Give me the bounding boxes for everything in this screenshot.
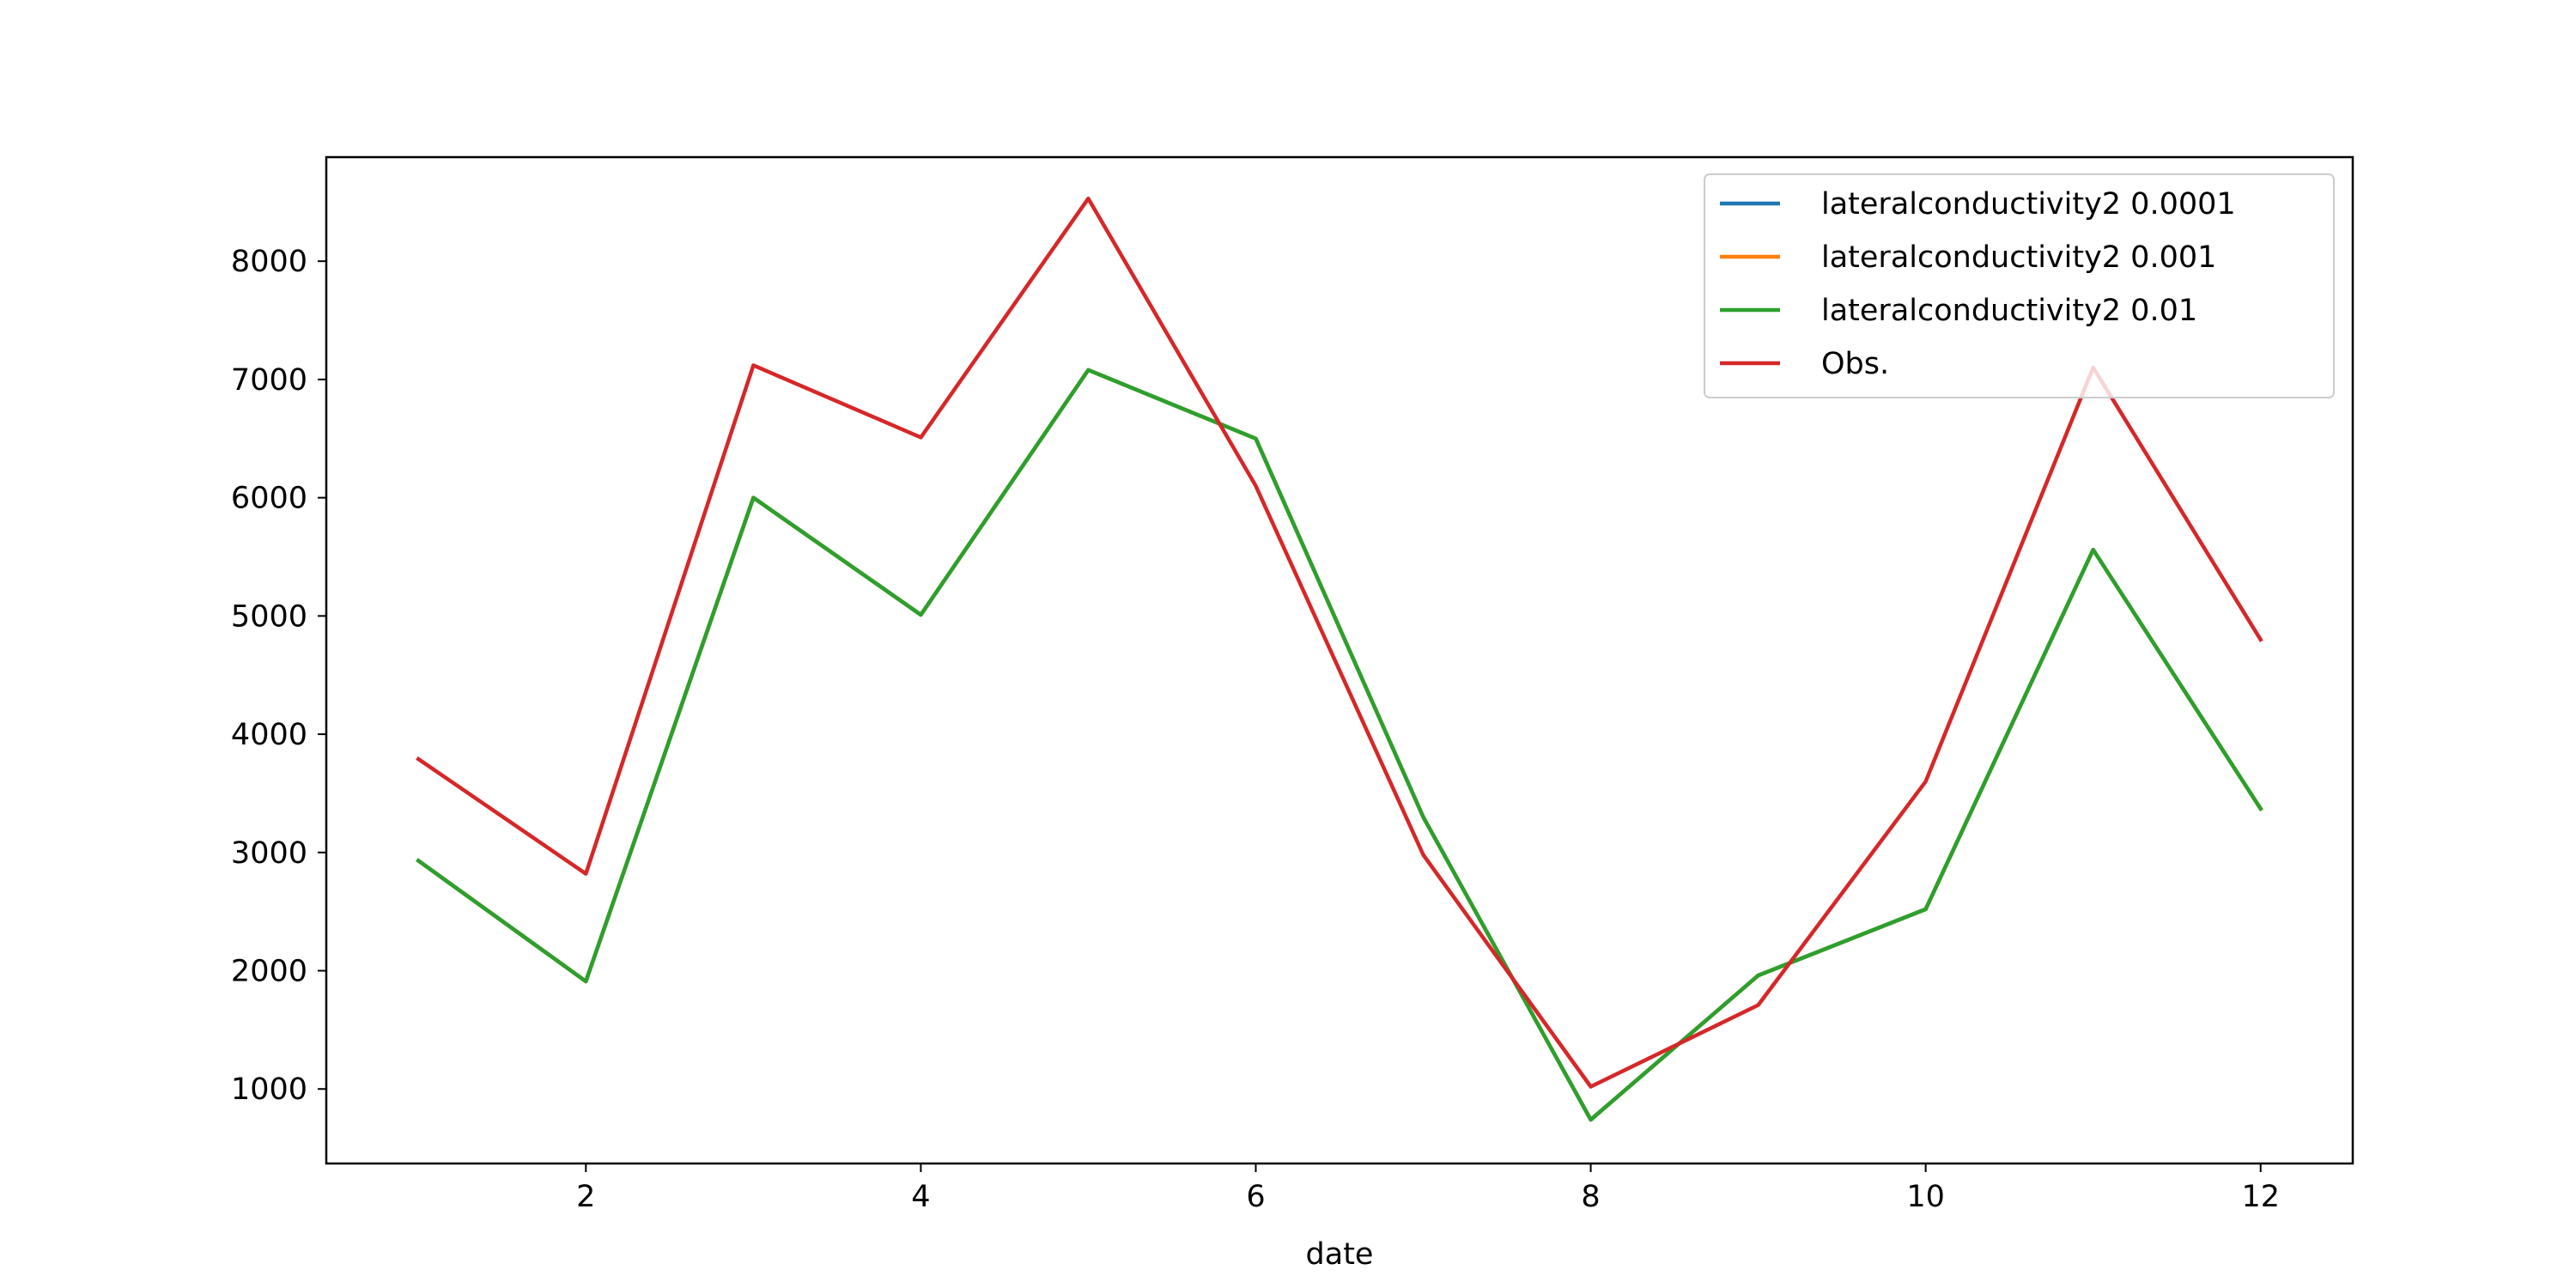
x-tick-label: 10 xyxy=(1906,1180,1945,1214)
series-line-2 xyxy=(416,368,2263,1122)
y-tick-label: 4000 xyxy=(231,718,307,752)
x-axis-title: date xyxy=(1306,1237,1374,1272)
legend-label-3: Obs. xyxy=(1821,347,1889,381)
legend-label-1: lateralconductivity2 0.001 xyxy=(1821,240,2216,275)
axes-frame xyxy=(325,155,2354,1165)
y-tick-label: 3000 xyxy=(231,836,307,871)
y-tick-label: 8000 xyxy=(231,245,307,279)
axis-ticks: 2 4 6 8 10 12 1000 2000 3000 4000 5000 6000 7000 8000 xyxy=(231,245,2280,1214)
y-tick-label: 5000 xyxy=(231,599,307,634)
legend-label-2: lateralconductivity2 0.01 xyxy=(1821,294,2197,328)
legend-box xyxy=(1704,173,2335,398)
y-tick-label: 7000 xyxy=(231,363,307,398)
x-tick-label: 4 xyxy=(911,1180,930,1214)
series-line-3 xyxy=(416,196,2263,1089)
y-tick-label: 2000 xyxy=(231,955,307,989)
x-tick-label: 2 xyxy=(576,1180,595,1214)
legend-label-0: lateralconductivity2 0.0001 xyxy=(1821,187,2236,222)
legend: lateralconductivity2 0.0001 lateralconduc… xyxy=(1704,173,2335,398)
y-tick-label: 6000 xyxy=(231,482,307,516)
y-tick-label: 1000 xyxy=(231,1072,307,1107)
x-tick-label: 8 xyxy=(1581,1180,1600,1214)
x-tick-label: 6 xyxy=(1246,1180,1265,1214)
x-tick-label: 12 xyxy=(2241,1180,2280,1214)
plot-area xyxy=(416,196,2263,1122)
